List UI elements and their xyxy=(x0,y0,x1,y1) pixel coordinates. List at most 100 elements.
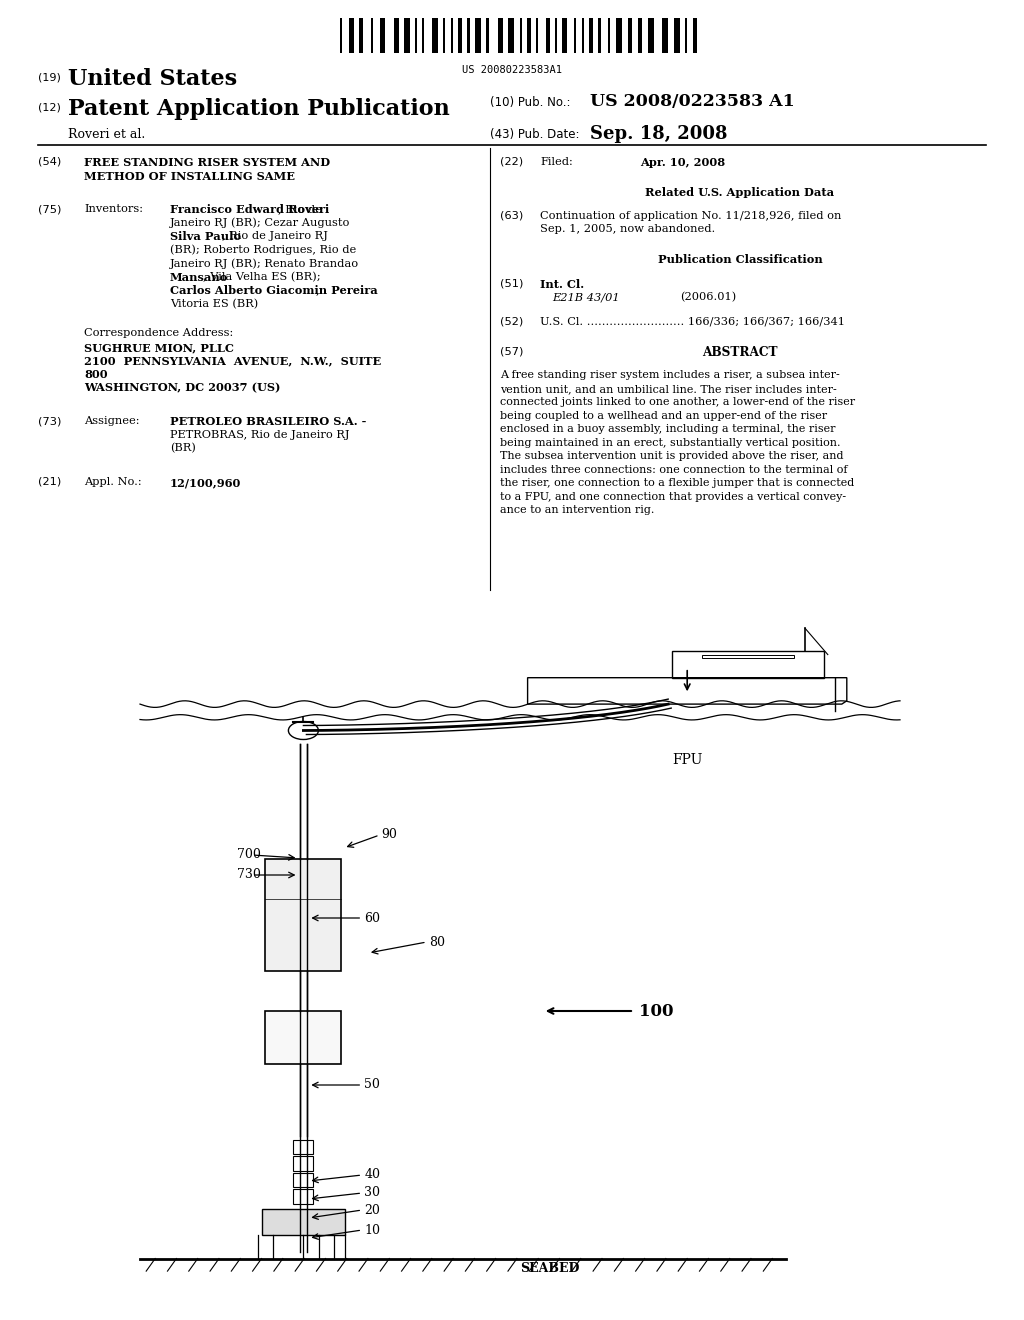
Text: WASHINGTON, DC 20037 (US): WASHINGTON, DC 20037 (US) xyxy=(84,383,281,393)
Text: 90: 90 xyxy=(382,829,397,842)
Text: Inventors:: Inventors: xyxy=(84,205,143,214)
Text: Related U.S. Application Data: Related U.S. Application Data xyxy=(645,186,835,198)
Text: (19): (19) xyxy=(38,73,60,82)
Bar xyxy=(693,18,696,53)
Bar xyxy=(536,18,538,53)
Bar xyxy=(702,655,794,657)
Text: Janeiro RJ (BR); Renato Brandao: Janeiro RJ (BR); Renato Brandao xyxy=(170,259,359,269)
Bar xyxy=(451,18,453,53)
Text: (10) Pub. No.:: (10) Pub. No.: xyxy=(490,96,570,110)
Text: ,: , xyxy=(315,285,319,296)
Text: 800: 800 xyxy=(84,370,108,380)
Text: being coupled to a wellhead and an upper-end of the riser: being coupled to a wellhead and an upper… xyxy=(500,411,827,421)
Text: SEABED: SEABED xyxy=(520,1262,580,1275)
Bar xyxy=(589,18,593,53)
Text: METHOD OF INSTALLING SAME: METHOD OF INSTALLING SAME xyxy=(84,170,295,181)
Text: Roveri et al.: Roveri et al. xyxy=(68,128,145,141)
Text: (2006.01): (2006.01) xyxy=(680,292,736,302)
Bar xyxy=(607,18,609,53)
Text: 10: 10 xyxy=(365,1224,380,1237)
Text: Sep. 1, 2005, now abandoned.: Sep. 1, 2005, now abandoned. xyxy=(540,224,715,235)
Bar xyxy=(265,1011,341,1064)
Text: (BR): (BR) xyxy=(170,444,196,454)
Text: (21): (21) xyxy=(38,477,61,487)
Text: ance to an intervention rig.: ance to an intervention rig. xyxy=(500,506,654,515)
Text: (73): (73) xyxy=(38,416,61,426)
Bar xyxy=(508,18,513,53)
Text: connected joints linked to one another, a lower-end of the riser: connected joints linked to one another, … xyxy=(500,397,855,408)
Bar xyxy=(404,18,410,53)
Bar xyxy=(261,1209,345,1236)
Text: , Rio de Janeiro RJ: , Rio de Janeiro RJ xyxy=(222,231,328,242)
Text: Mansano: Mansano xyxy=(170,272,228,282)
Bar xyxy=(674,18,680,53)
Text: 40: 40 xyxy=(365,1168,380,1181)
Bar xyxy=(546,18,550,53)
Bar xyxy=(672,651,824,677)
Text: Carlos Alberto Giacomin Pereira: Carlos Alberto Giacomin Pereira xyxy=(170,285,378,296)
Text: (75): (75) xyxy=(38,205,61,214)
Text: the riser, one connection to a flexible jumper that is connected: the riser, one connection to a flexible … xyxy=(500,478,854,488)
Text: (57): (57) xyxy=(500,346,523,356)
Text: Silva Paulo: Silva Paulo xyxy=(170,231,241,243)
Text: Patent Application Publication: Patent Application Publication xyxy=(68,98,450,120)
Bar xyxy=(265,859,341,972)
Text: Appl. No.:: Appl. No.: xyxy=(84,477,141,487)
Bar xyxy=(432,18,437,53)
Bar xyxy=(422,18,424,53)
Bar xyxy=(348,18,354,53)
Text: Francisco Edward Roveri: Francisco Edward Roveri xyxy=(170,205,330,215)
Bar xyxy=(520,18,522,53)
Text: ABSTRACT: ABSTRACT xyxy=(702,346,778,359)
Bar xyxy=(597,18,601,53)
Text: (52): (52) xyxy=(500,317,523,326)
Bar xyxy=(648,18,653,53)
Text: to a FPU, and one connection that provides a vertical convey-: to a FPU, and one connection that provid… xyxy=(500,492,846,502)
Text: US 20080223583A1: US 20080223583A1 xyxy=(462,65,562,75)
Bar xyxy=(561,18,567,53)
Text: Continuation of application No. 11/218,926, filed on: Continuation of application No. 11/218,9… xyxy=(540,211,842,220)
Text: SUGHRUE MION, PLLC: SUGHRUE MION, PLLC xyxy=(84,342,233,352)
Text: , Rio de: , Rio de xyxy=(279,205,322,214)
Bar xyxy=(485,18,489,53)
Text: A free standing riser system includes a riser, a subsea inter-: A free standing riser system includes a … xyxy=(500,371,840,380)
Text: includes three connections: one connection to the terminal of: includes three connections: one connecti… xyxy=(500,465,848,475)
Bar xyxy=(475,18,480,53)
Text: (51): (51) xyxy=(500,279,523,289)
Text: Apr. 10, 2008: Apr. 10, 2008 xyxy=(640,157,725,168)
Bar xyxy=(340,18,342,53)
Bar xyxy=(393,18,399,53)
Bar xyxy=(371,18,373,53)
Bar xyxy=(380,18,385,53)
Bar xyxy=(662,18,668,53)
Text: (43) Pub. Date:: (43) Pub. Date: xyxy=(490,128,580,141)
Bar xyxy=(442,18,444,53)
Bar xyxy=(294,1139,313,1154)
Text: Vitoria ES (BR): Vitoria ES (BR) xyxy=(170,298,258,309)
Text: (22): (22) xyxy=(500,157,523,168)
Bar xyxy=(684,18,686,53)
Text: Assignee:: Assignee: xyxy=(84,416,139,426)
Text: 12/100,960: 12/100,960 xyxy=(170,477,242,488)
Bar xyxy=(294,1189,313,1204)
Text: 100: 100 xyxy=(639,1002,674,1019)
Text: Publication Classification: Publication Classification xyxy=(657,255,822,265)
Text: Janeiro RJ (BR); Cezar Augusto: Janeiro RJ (BR); Cezar Augusto xyxy=(170,218,350,228)
Bar xyxy=(638,18,641,53)
Text: US 2008/0223583 A1: US 2008/0223583 A1 xyxy=(590,92,795,110)
Text: Correspondence Address:: Correspondence Address: xyxy=(84,329,233,338)
Bar xyxy=(467,18,470,53)
Bar xyxy=(458,18,462,53)
Text: United States: United States xyxy=(68,69,238,90)
Text: U.S. Cl. .......................... 166/336; 166/367; 166/341: U.S. Cl. .......................... 166/… xyxy=(540,317,845,326)
Text: 30: 30 xyxy=(365,1187,380,1200)
Text: PETROLEO BRASILEIRO S.A. -: PETROLEO BRASILEIRO S.A. - xyxy=(170,416,367,428)
Text: 80: 80 xyxy=(429,936,444,949)
Text: 700: 700 xyxy=(238,849,261,862)
Bar xyxy=(359,18,362,53)
Text: (54): (54) xyxy=(38,157,61,168)
Text: 730: 730 xyxy=(238,869,261,882)
Text: Int. Cl.: Int. Cl. xyxy=(540,279,584,289)
Bar xyxy=(555,18,556,53)
Text: 2100  PENNSYLVANIA  AVENUE,  N.W.,  SUITE: 2100 PENNSYLVANIA AVENUE, N.W., SUITE xyxy=(84,355,381,367)
